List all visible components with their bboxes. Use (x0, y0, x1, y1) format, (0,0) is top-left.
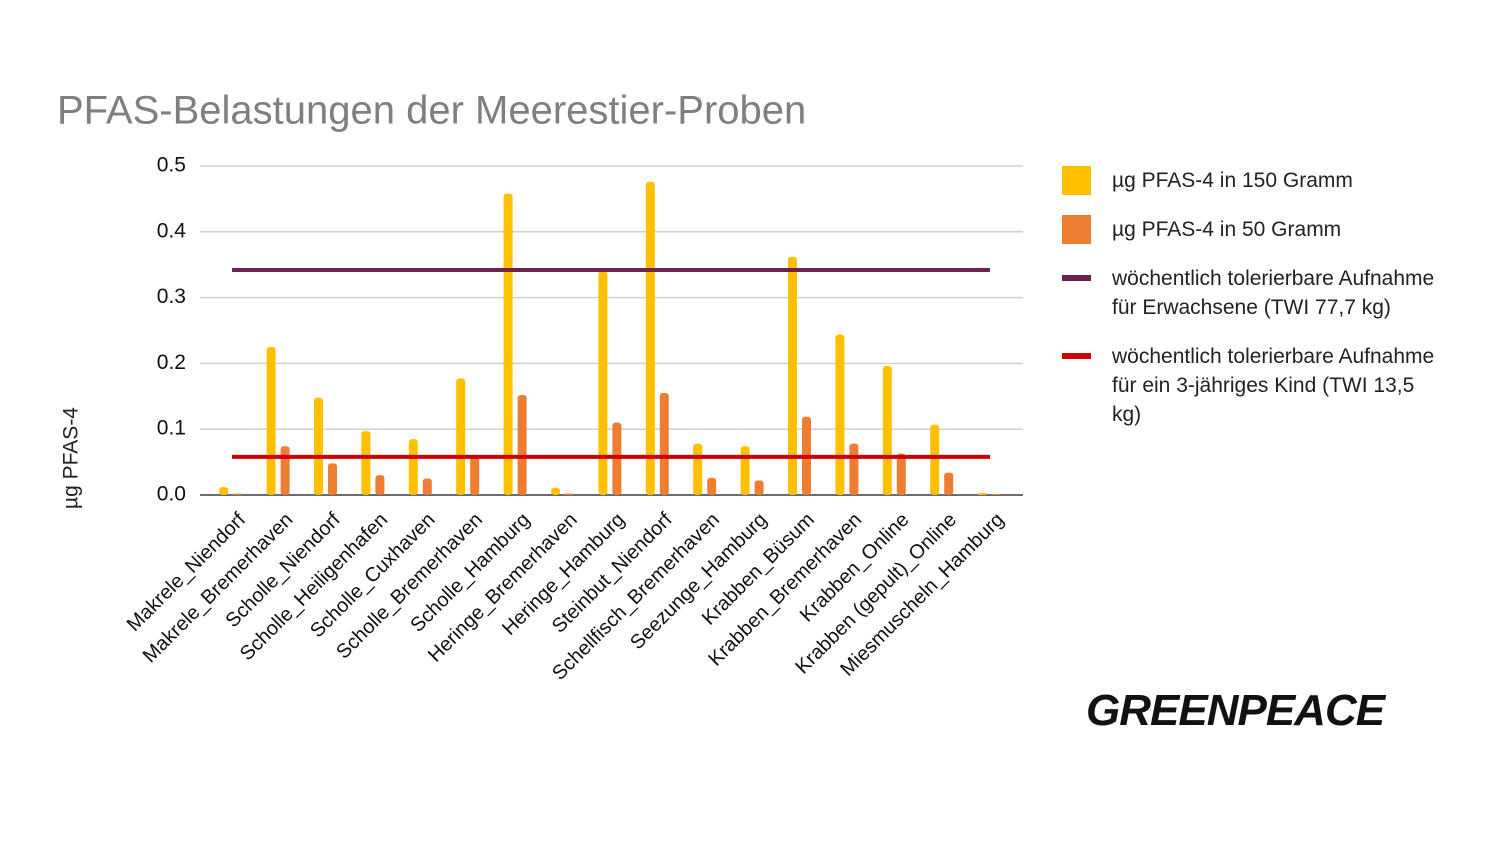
bar (977, 493, 987, 495)
legend: µg PFAS-4 in 150 Gramm µg PFAS-4 in 50 Gr… (1062, 166, 1482, 449)
legend-label: µg PFAS-4 in 150 Gramm (1112, 169, 1353, 192)
bar (565, 493, 574, 495)
bar (707, 477, 717, 495)
bar (849, 443, 859, 495)
legend-swatch (1062, 215, 1091, 244)
bar (408, 439, 418, 495)
y-tick-label: 0.0 (157, 483, 186, 506)
bar (551, 487, 560, 495)
bar (375, 475, 385, 495)
y-axis-label: µg PFAS-4 (60, 407, 83, 509)
y-tick-label: 0.3 (157, 285, 186, 308)
y-tick-label: 0.5 (157, 154, 186, 177)
legend-item: wöchentlich tolerierbare Aufnahme für ei… (1062, 342, 1482, 429)
bar (219, 487, 229, 495)
bar (314, 397, 323, 495)
legend-item: wöchentlich tolerierbare Aufnahme für Er… (1062, 264, 1482, 322)
legend-swatch (1062, 353, 1091, 359)
bar (456, 378, 466, 495)
y-tick-label: 0.1 (157, 417, 186, 440)
bar (740, 446, 750, 495)
bar (233, 493, 243, 495)
y-tick-label: 0.2 (157, 351, 186, 374)
bar (422, 478, 432, 495)
bar (991, 494, 1001, 495)
bar (930, 424, 940, 495)
bar (944, 472, 954, 495)
bar (517, 394, 527, 495)
bar (693, 443, 703, 495)
bar (754, 480, 764, 495)
legend-item: µg PFAS-4 in 50 Gramm (1062, 215, 1482, 244)
bar (896, 453, 906, 495)
bar (882, 366, 892, 495)
bar (280, 446, 290, 495)
bar (645, 181, 655, 496)
legend-item: µg PFAS-4 in 150 Gramm (1062, 166, 1482, 195)
bar (361, 431, 371, 495)
bar (503, 193, 513, 496)
chart-title: PFAS-Belastungen der Meerestier-Proben (57, 89, 806, 133)
legend-label: wöchentlich tolerierbare Aufnahme für Er… (1112, 267, 1435, 319)
legend-label: wöchentlich tolerierbare Aufnahme für ei… (1112, 345, 1435, 426)
y-tick-label: 0.4 (157, 219, 187, 242)
bar (835, 334, 845, 495)
bar (598, 271, 608, 495)
bar (266, 346, 276, 495)
legend-swatch (1062, 166, 1091, 195)
bar (328, 463, 337, 495)
bar (788, 256, 797, 495)
logo: GREENPEACE (1086, 686, 1385, 735)
legend-swatch (1062, 275, 1091, 281)
bar (659, 393, 669, 495)
bar (470, 456, 480, 495)
legend-label: µg PFAS-4 in 50 Gramm (1112, 218, 1342, 241)
